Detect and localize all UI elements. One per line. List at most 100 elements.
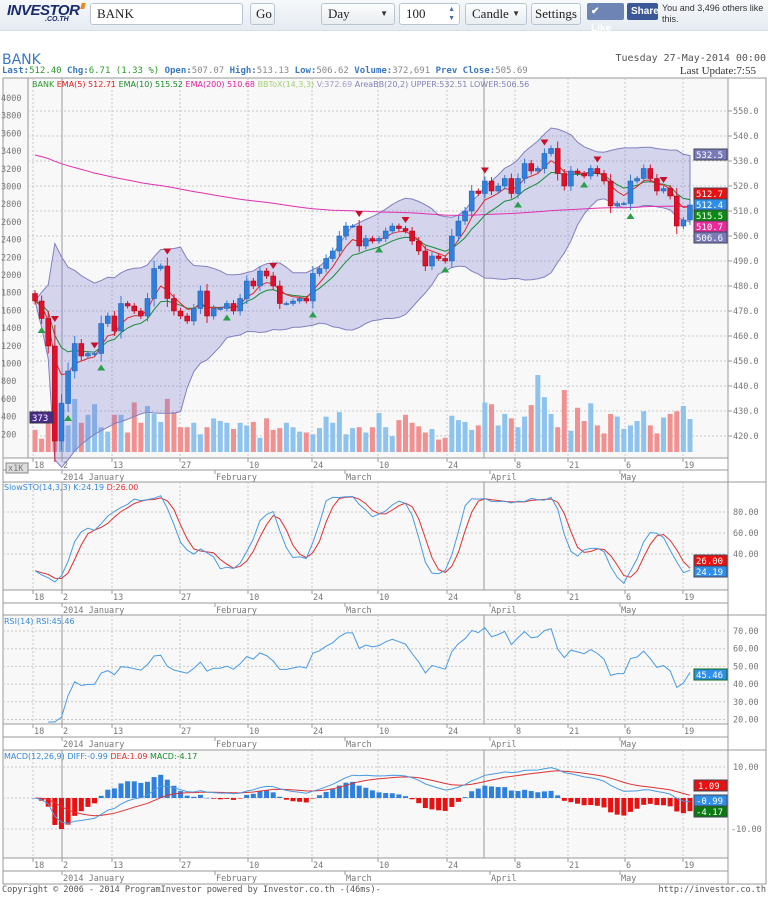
volume-bar [297,431,303,452]
macd-histogram-bar [409,798,415,800]
period-select[interactable]: Day ▼ [321,3,395,25]
macd-histogram-bar [244,794,250,798]
sto-legend-name: SlowSTO(14,3,3) [4,483,71,492]
volume-bar [237,422,243,452]
candle-body [45,318,51,347]
sto-k-line [34,495,691,585]
volume-bar [541,397,547,452]
candle-body [396,225,402,229]
date-tick-label: 10 [249,461,259,471]
symbol-input[interactable]: BANK [90,3,243,25]
macd-legend-diff: DIFF:-0.99 [67,752,108,761]
candle-body [462,210,468,222]
macd-histogram-bar [449,798,455,807]
chart-type-select[interactable]: Candle ▼ [465,3,527,25]
candle-body [32,293,38,302]
volume-bar [389,436,395,452]
macd-histogram-bar [297,798,303,802]
panel-right-axis [727,77,767,483]
month-label: 2014 January [63,606,124,616]
month-label: February [216,473,257,483]
month-label: April [491,740,517,750]
volume-bar [151,413,157,452]
candle-body [290,300,296,304]
macd-histogram-bar [131,781,137,798]
settings-button[interactable]: Settings [531,3,581,25]
date-tick-label: 6 [626,861,631,871]
month-label: 2014 January [63,473,124,483]
like-button[interactable]: ✔ Like [587,3,624,34]
candle-body [118,303,124,332]
price-axis-label: 510.0 [733,207,759,217]
macd-histogram-bar [204,797,210,799]
panel-right-axis [727,749,767,885]
sto-axis-label: 60.00 [733,529,759,539]
tag-macd-value-text: -4.17 [696,808,723,818]
candle-body [329,250,336,259]
tag-sto-d-text: 26.00 [696,557,723,567]
macd-histogram-bar [455,798,461,802]
volume-bar [442,437,448,452]
date-tick-label: 18 [34,727,44,737]
volume-bar [575,407,581,452]
footer-url[interactable]: http://investor.co.th [658,885,766,895]
candle-body [356,225,362,247]
volume-bar [85,414,91,452]
volume-bar [396,420,402,452]
tag-ema5: 512.7 [693,187,728,200]
macd-axis-label: -10.00 [731,825,762,835]
logo-subtext: .CO.TH [45,16,69,23]
chevron-down-icon: ▼ [380,9,388,18]
volume-bar [369,427,375,452]
month-label: April [491,606,517,616]
date-tick-label: 24 [313,593,323,603]
macd-histogram-bar [350,781,356,798]
buy-signal-arrow-icon [308,311,317,318]
macd-histogram-bar [462,797,468,798]
quote-summary: Last:512.40 Chg:6.71 (1.33 %) Open:507.0… [2,66,528,76]
go-button[interactable]: Go [250,3,275,25]
volume-bar [403,414,409,452]
date-tick-label: 2 [63,461,68,471]
buy-signal-arrow-icon [513,201,522,208]
price-axis-label: 540.0 [733,132,759,142]
date-tick-label: 2 [63,861,68,871]
date-tick-label: 24 [448,461,458,471]
rsi-axis-label: 40.00 [733,680,759,690]
candle-body [105,315,111,324]
candle-body [343,225,349,237]
macd-legend-name: MACD(12,26,9) [4,752,65,761]
candle-body [581,173,587,177]
price-axis-label: 440.0 [733,382,759,392]
macd-histogram-bar [541,791,547,798]
date-tick-label: 18 [34,461,44,471]
volume-axis-label: 2600 [1,218,21,228]
macd-histogram-bar [548,790,554,798]
date-tick-label: 10 [249,593,259,603]
volume-bar [363,432,369,452]
volume-bar [654,433,660,452]
candle-body [508,178,515,194]
share-button[interactable]: Share [627,3,659,20]
macd-histogram-bar [508,790,514,798]
macd-histogram-bar [65,798,71,825]
legend-ema10: EMA(10) 515.52 [119,80,183,89]
volume-bar [131,402,137,452]
volume-bar [105,431,111,452]
volume-bar [555,427,561,452]
candle-body [455,220,462,237]
candle-body [164,265,171,299]
price-axis-label: 430.0 [733,407,759,417]
count-stepper[interactable]: 100 ▲ ▼ [399,3,460,25]
macd-histogram-bar [270,792,276,798]
investor-logo[interactable]: INVESTOR .CO.TH [7,2,86,26]
spinner-arrows-icon[interactable]: ▲ ▼ [448,5,455,22]
macd-histogram-bar [330,789,336,798]
tag-volume-text: 373 [32,414,48,424]
macd-histogram-bar [171,785,177,798]
candle-body [191,308,197,322]
volume-axis-label: 600 [1,395,16,405]
macd-histogram-bar [224,798,230,799]
sell-signal-arrow-icon [401,217,410,223]
